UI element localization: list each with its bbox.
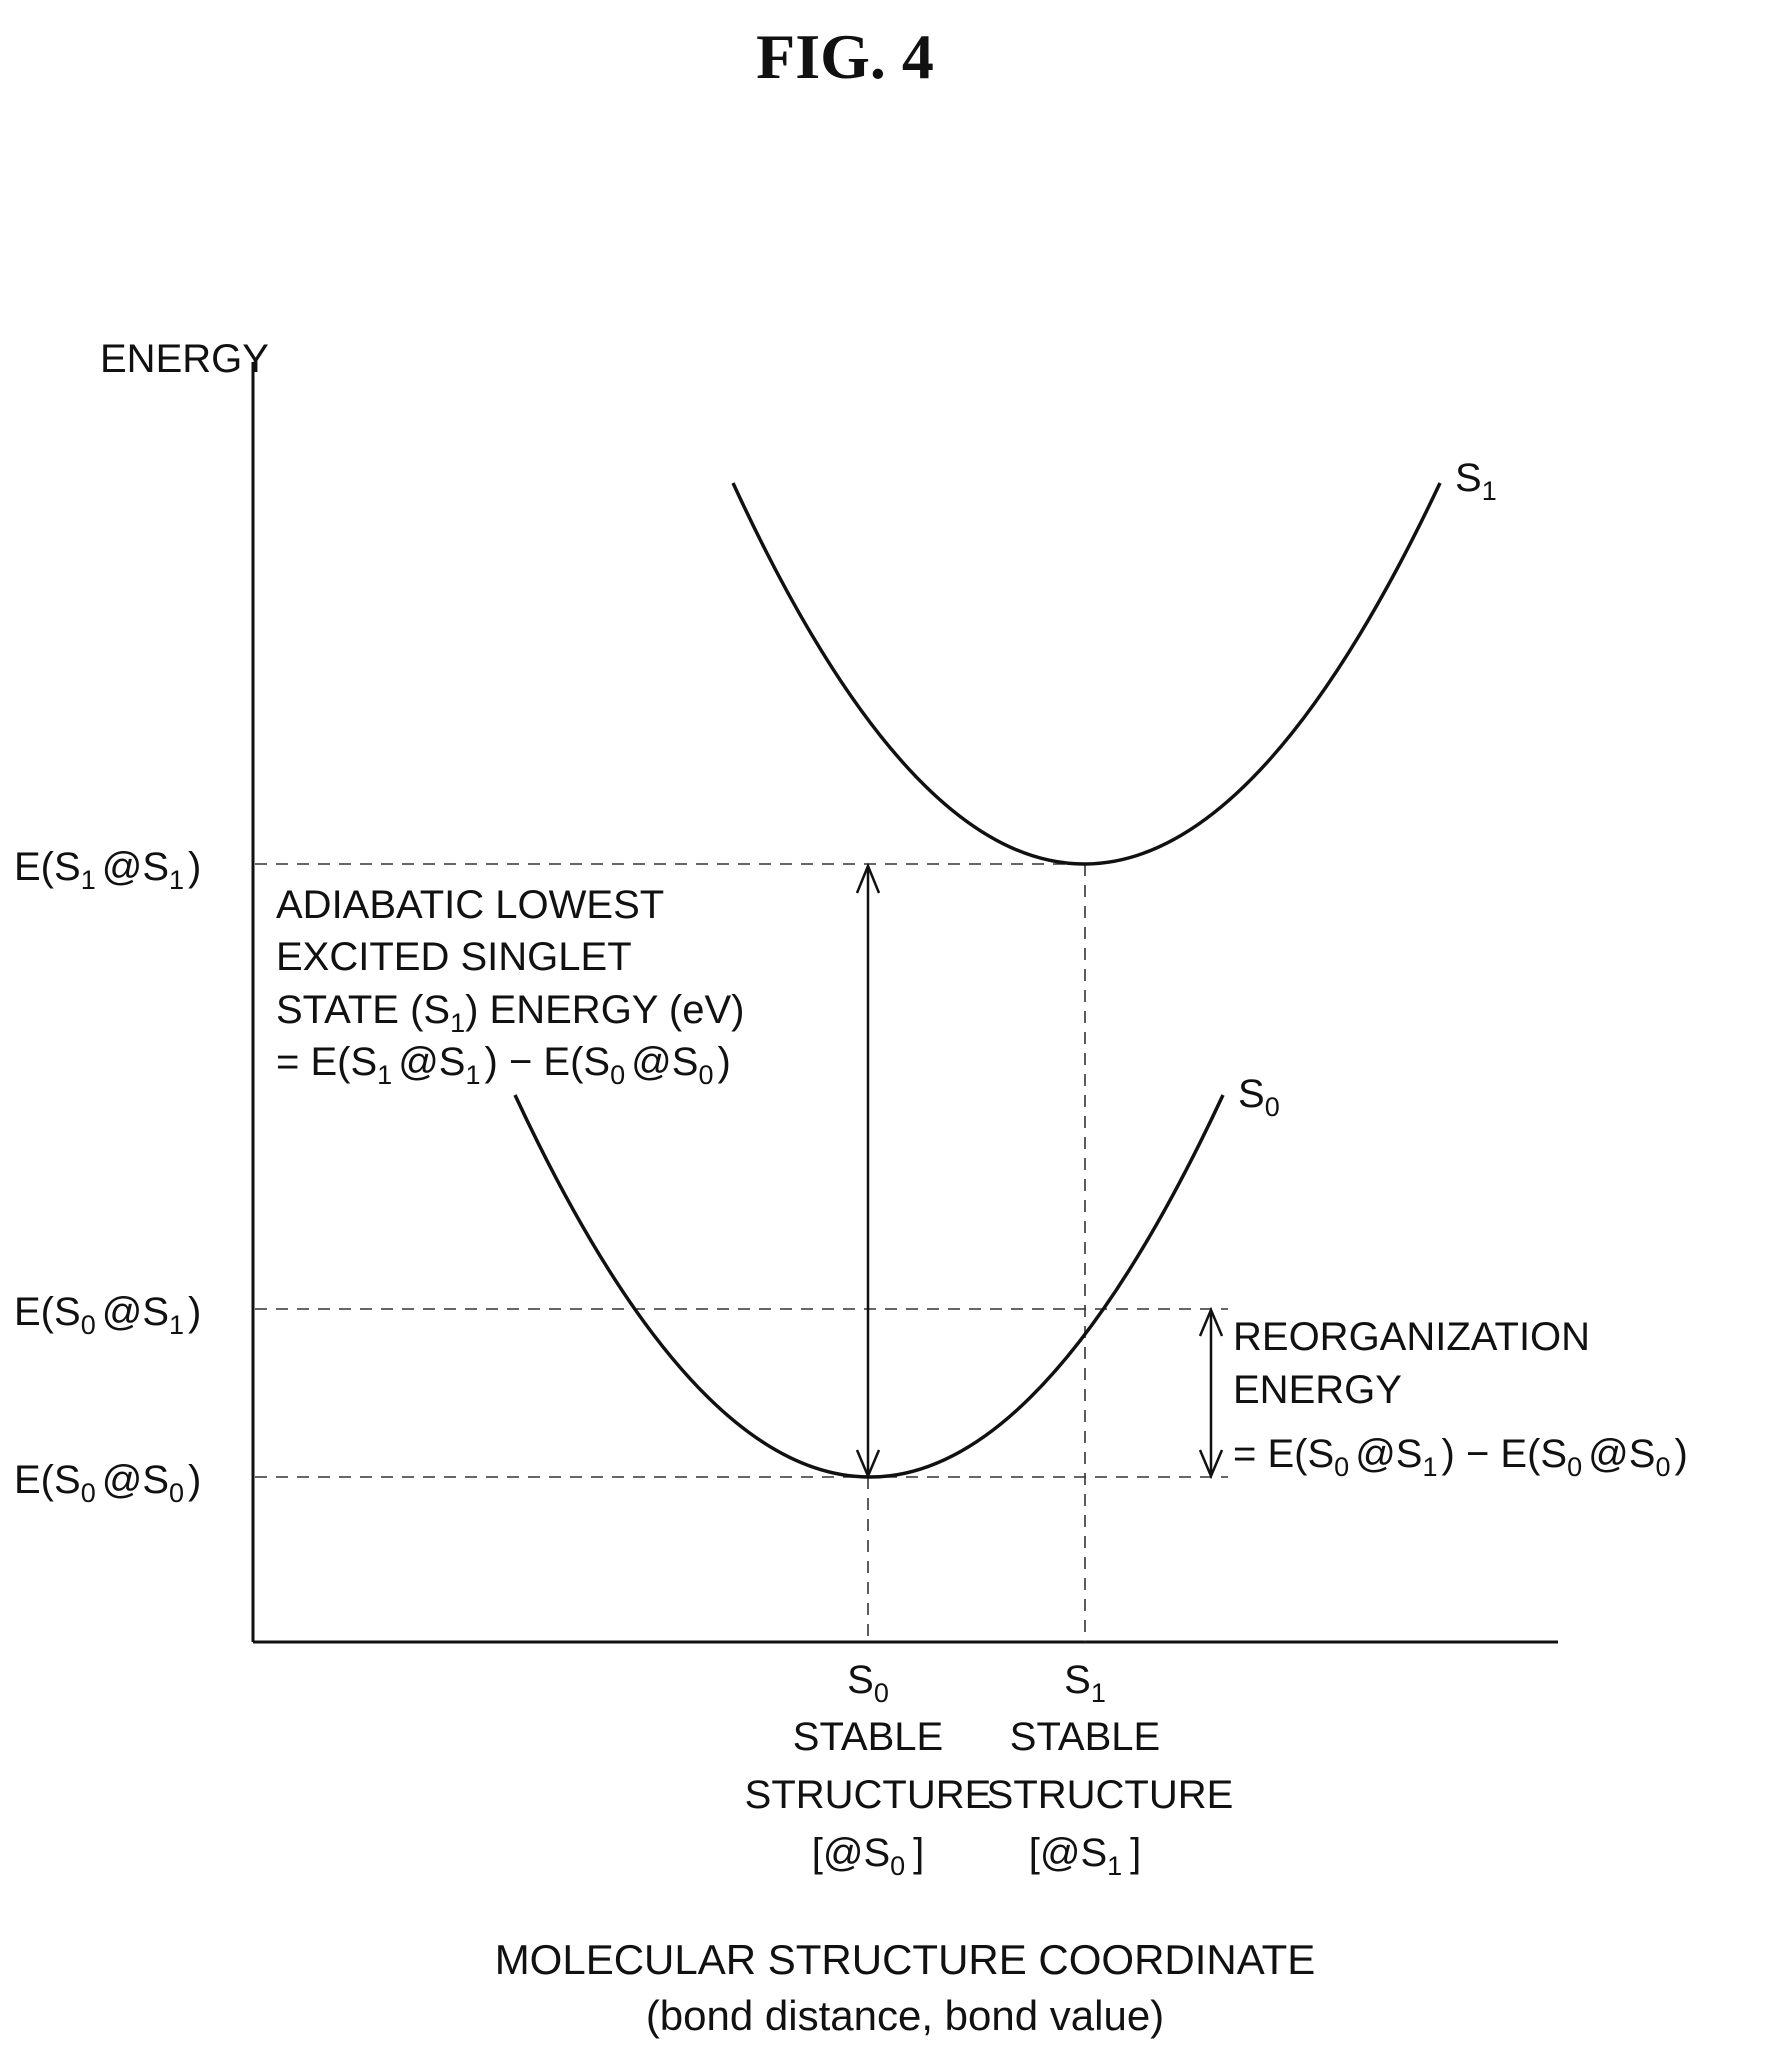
s1-potential-curve bbox=[731, 482, 1442, 866]
svg-text:STRUCTURE: STRUCTURE bbox=[745, 1773, 992, 1817]
label-e-s1-at-s1: E(S1 @S1) bbox=[14, 845, 201, 895]
label-e-s0-at-s1: E(S0 @S1) bbox=[14, 1290, 201, 1340]
svg-text:= E(S1@S1) − E(S0@S0): = E(S1 @S1) − E(S0 @S0) bbox=[276, 1040, 731, 1090]
svg-text:STABLE: STABLE bbox=[793, 1715, 943, 1759]
label-e-s0-at-s0: E(S0 @S0) bbox=[14, 1458, 201, 1508]
s1-curve-label: S1 bbox=[1455, 456, 1497, 506]
svg-text:[@S0]: [@S0] bbox=[812, 1831, 925, 1881]
y-axis-label: ENERGY bbox=[100, 337, 269, 381]
x-tick-s0-stable-structure: S0 STABLE STRUCTURE [@S0] bbox=[745, 1658, 992, 1881]
s0-curve-label: S0 bbox=[1238, 1072, 1280, 1122]
figure-title: FIG. 4 bbox=[756, 21, 934, 92]
svg-text:[@S1]: [@S1] bbox=[1029, 1831, 1142, 1881]
svg-text:= E(S0@S1) − E(S0@S0): = E(S0 @S1) − E(S0 @S0) bbox=[1233, 1432, 1688, 1482]
x-tick-s1-stable-structure: S1 STABLE STRUCTURE [@S1] bbox=[987, 1658, 1234, 1881]
svg-text:ADIABATIC LOWEST: ADIABATIC LOWEST bbox=[276, 883, 664, 927]
svg-text:ENERGY: ENERGY bbox=[1233, 1368, 1402, 1412]
svg-text:STABLE: STABLE bbox=[1010, 1715, 1160, 1759]
adiabatic-energy-arrow bbox=[855, 862, 881, 1480]
adiabatic-energy-annotation: ADIABATIC LOWEST EXCITED SINGLET STATE (… bbox=[276, 883, 744, 1090]
svg-text:S1: S1 bbox=[1064, 1658, 1106, 1708]
svg-text:EXCITED SINGLET: EXCITED SINGLET bbox=[276, 935, 632, 979]
svg-text:STATE (S1) ENERGY (eV): STATE (S1) ENERGY (eV) bbox=[276, 988, 744, 1038]
svg-text:STRUCTURE: STRUCTURE bbox=[987, 1773, 1234, 1817]
reorganization-energy-annotation: REORGANIZATION ENERGY = E(S0 @S1) − E(S0 @… bbox=[1233, 1315, 1688, 1482]
x-axis-label: MOLECULAR STRUCTURE COORDINATE bbox=[495, 1936, 1316, 1983]
svg-text:S0: S0 bbox=[847, 1658, 889, 1708]
svg-text:REORGANIZATION: REORGANIZATION bbox=[1233, 1315, 1590, 1359]
x-axis-sublabel: (bond distance, bond value) bbox=[646, 1992, 1164, 2039]
reorganization-energy-arrow bbox=[1198, 1306, 1224, 1480]
